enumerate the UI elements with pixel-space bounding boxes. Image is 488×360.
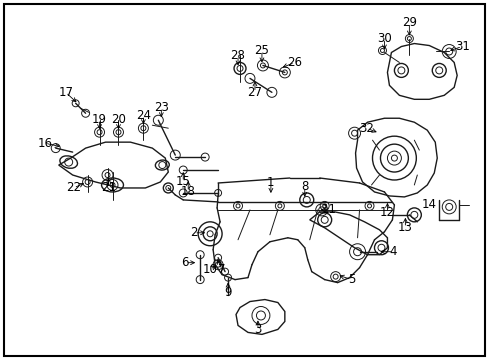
Text: 22: 22: [66, 181, 81, 194]
Text: 21: 21: [101, 181, 116, 194]
Text: 18: 18: [181, 185, 195, 198]
Text: 6: 6: [181, 256, 188, 269]
Text: 28: 28: [230, 49, 245, 62]
Text: 3: 3: [254, 323, 261, 336]
Text: 26: 26: [287, 56, 302, 69]
Text: 20: 20: [111, 113, 126, 126]
Text: 10: 10: [203, 263, 217, 276]
Text: 30: 30: [376, 32, 391, 45]
Text: 2: 2: [190, 226, 198, 239]
Text: 23: 23: [154, 101, 168, 114]
Text: 32: 32: [358, 122, 373, 135]
Text: 11: 11: [322, 203, 337, 216]
Text: 5: 5: [347, 273, 355, 286]
Text: 7: 7: [218, 263, 225, 276]
Text: 19: 19: [92, 113, 107, 126]
Text: 17: 17: [58, 86, 73, 99]
Text: 29: 29: [401, 16, 416, 29]
Text: 12: 12: [379, 206, 394, 219]
Text: 13: 13: [397, 221, 412, 234]
Text: 8: 8: [301, 180, 308, 193]
Text: 4: 4: [389, 245, 396, 258]
Text: 15: 15: [176, 175, 190, 189]
Text: 1: 1: [266, 176, 274, 189]
Text: 31: 31: [454, 40, 468, 53]
Text: 9: 9: [224, 286, 231, 299]
Text: 14: 14: [421, 198, 436, 211]
Text: 24: 24: [136, 109, 151, 122]
Text: 16: 16: [37, 137, 52, 150]
Text: 27: 27: [247, 86, 262, 99]
Text: 25: 25: [254, 44, 269, 57]
